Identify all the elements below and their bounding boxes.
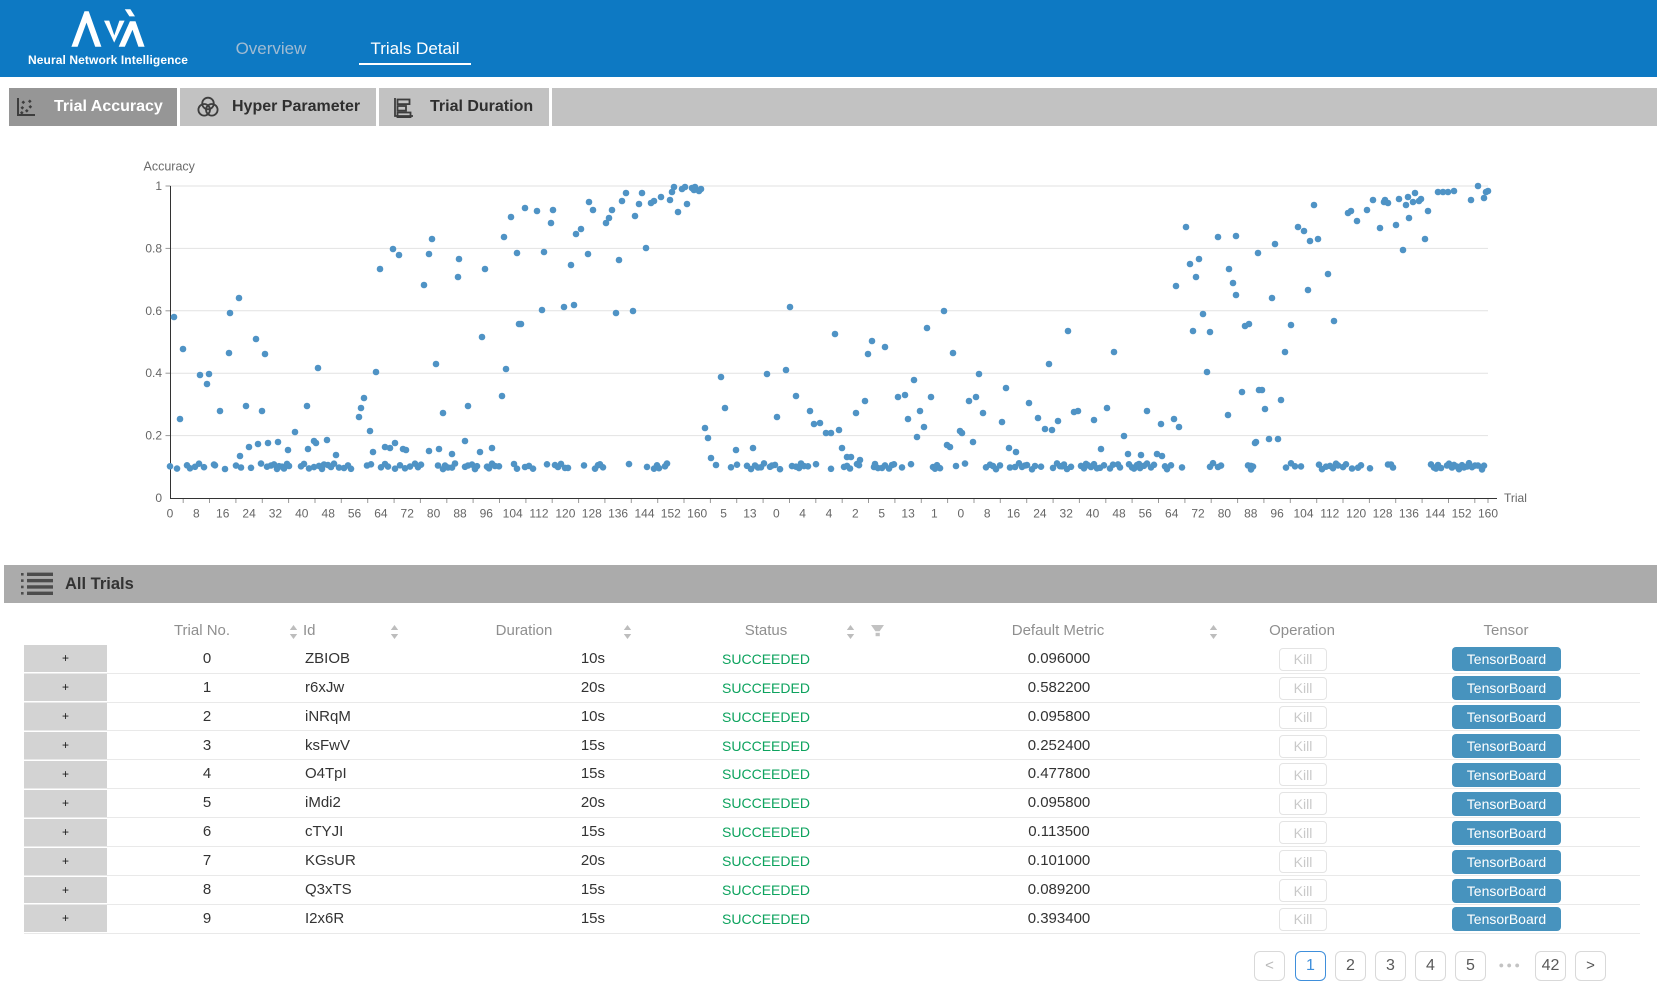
svg-text:1: 1 [155,179,162,193]
svg-text:160: 160 [1478,507,1498,521]
svg-text:72: 72 [401,507,415,521]
svg-text:1: 1 [931,507,938,521]
svg-text:2: 2 [852,507,859,521]
svg-text:48: 48 [322,507,336,521]
svg-text:152: 152 [1452,507,1472,521]
svg-text:0.2: 0.2 [145,429,162,443]
svg-text:32: 32 [269,507,283,521]
svg-text:136: 136 [1399,507,1419,521]
svg-text:80: 80 [427,507,441,521]
svg-text:160: 160 [687,507,707,521]
svg-text:0: 0 [773,507,780,521]
svg-text:144: 144 [634,507,654,521]
svg-text:40: 40 [295,507,309,521]
svg-text:56: 56 [1139,507,1153,521]
svg-text:80: 80 [1218,507,1232,521]
svg-text:5: 5 [720,507,727,521]
svg-text:152: 152 [661,507,681,521]
svg-text:56: 56 [348,507,362,521]
svg-text:8: 8 [984,507,991,521]
svg-text:8: 8 [193,507,200,521]
svg-text:136: 136 [608,507,628,521]
svg-text:0: 0 [957,507,964,521]
svg-text:128: 128 [1373,507,1393,521]
svg-text:24: 24 [242,507,256,521]
svg-text:4: 4 [799,507,806,521]
svg-text:64: 64 [374,507,388,521]
svg-text:5: 5 [878,507,885,521]
svg-text:32: 32 [1060,507,1074,521]
svg-text:120: 120 [1346,507,1366,521]
svg-text:96: 96 [1270,507,1284,521]
svg-text:144: 144 [1425,507,1445,521]
svg-text:13: 13 [743,507,757,521]
svg-text:104: 104 [503,507,523,521]
svg-text:96: 96 [480,507,494,521]
svg-text:24: 24 [1033,507,1047,521]
svg-text:0: 0 [155,491,162,505]
svg-text:88: 88 [453,507,467,521]
svg-text:88: 88 [1244,507,1258,521]
svg-text:40: 40 [1086,507,1100,521]
svg-text:13: 13 [901,507,915,521]
svg-text:16: 16 [216,507,230,521]
svg-text:112: 112 [529,507,548,521]
svg-text:64: 64 [1165,507,1179,521]
svg-text:4: 4 [826,507,833,521]
svg-text:16: 16 [1007,507,1021,521]
svg-text:112: 112 [1320,507,1339,521]
svg-text:0.6: 0.6 [145,304,162,318]
svg-text:0.8: 0.8 [145,241,162,255]
svg-text:104: 104 [1293,507,1313,521]
svg-text:128: 128 [582,507,602,521]
svg-text:0: 0 [167,507,174,521]
svg-text:72: 72 [1191,507,1205,521]
svg-text:Accuracy: Accuracy [144,160,196,174]
svg-text:Trial: Trial [1504,491,1527,505]
svg-text:48: 48 [1112,507,1126,521]
svg-text:0.4: 0.4 [145,366,162,380]
svg-text:120: 120 [555,507,575,521]
